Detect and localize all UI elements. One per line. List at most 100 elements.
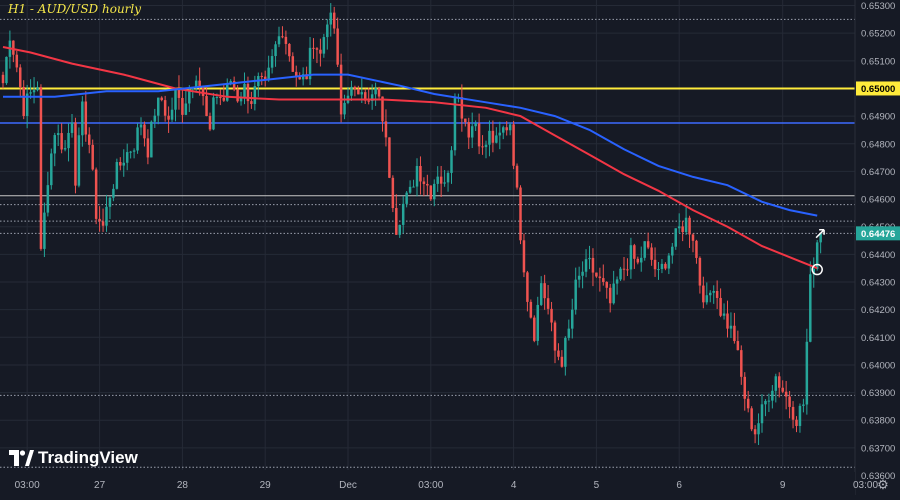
arrow-annotation-icon <box>815 228 825 239</box>
candle-body <box>467 122 470 138</box>
candle-body <box>533 317 536 341</box>
candle-body <box>619 268 622 280</box>
candle-body <box>781 387 784 392</box>
candle-body <box>163 100 167 116</box>
price-axis-label: 0.63700 <box>861 443 895 454</box>
candle-body <box>60 133 63 150</box>
candle-body <box>412 186 415 188</box>
candle-body <box>88 134 91 145</box>
candle-body <box>263 76 267 81</box>
candle-body <box>812 268 815 275</box>
price-axis-label: 0.64300 <box>861 278 895 289</box>
candle-body <box>77 135 81 186</box>
candle-body <box>798 405 802 426</box>
candle-body <box>640 257 643 263</box>
candle-body <box>622 268 626 270</box>
crossover-circle-marker <box>811 263 823 276</box>
candle-body <box>488 130 491 145</box>
candle-body <box>32 90 36 93</box>
candle-body <box>12 40 15 55</box>
candle-body <box>305 74 308 80</box>
candle-body <box>270 56 274 68</box>
candle-body <box>232 81 236 90</box>
candle-body <box>615 279 619 284</box>
candle-body <box>657 269 660 271</box>
candle-body <box>105 206 108 226</box>
candle-body <box>695 240 698 258</box>
candle-body <box>705 295 709 303</box>
candle-body <box>308 47 312 80</box>
candle-body <box>791 406 795 420</box>
candle-body <box>260 76 263 78</box>
candle-body <box>491 130 495 143</box>
price-axis-label: 0.64100 <box>861 333 895 344</box>
candle-body <box>357 89 360 95</box>
candle-body <box>153 115 157 122</box>
candle-body <box>353 86 357 90</box>
settings-gear-icon[interactable]: ⚙ <box>877 477 889 492</box>
candle-body <box>326 24 329 38</box>
candle-body <box>25 93 29 116</box>
tradingview-logo[interactable]: TradingView <box>8 448 138 468</box>
candle-body <box>53 135 56 154</box>
price-axis-label: 0.63600 <box>861 471 895 482</box>
candle-body <box>750 408 753 430</box>
candle-body <box>319 49 322 54</box>
time-axis-label: 9 <box>780 480 786 491</box>
candle-body <box>446 172 450 183</box>
candle-body <box>298 76 301 80</box>
candle-body <box>63 148 67 150</box>
candle-body <box>453 98 457 151</box>
candle-body <box>370 94 374 102</box>
candle-body <box>112 188 115 198</box>
candle-body <box>567 328 571 338</box>
candle-body <box>650 247 653 260</box>
candle-body <box>626 269 629 271</box>
time-axis-label: 03:00 <box>15 480 40 491</box>
candle-body <box>101 221 105 226</box>
candle-body <box>560 356 564 367</box>
candle-body <box>512 124 515 166</box>
candle-body <box>15 54 19 68</box>
candles-group <box>1 3 822 445</box>
candle-body <box>388 137 391 178</box>
candle-body <box>229 81 232 84</box>
price-axis-label: 0.63800 <box>861 416 895 427</box>
time-axis-label: 5 <box>594 480 600 491</box>
candle-body <box>222 97 226 101</box>
candle-body <box>339 64 343 115</box>
candle-body <box>132 150 136 152</box>
candle-body <box>50 153 53 186</box>
candle-body <box>526 272 529 302</box>
candle-body <box>43 212 46 249</box>
candle-body <box>160 97 163 101</box>
red-moving-average-line <box>2 46 818 270</box>
candle-body <box>401 203 405 225</box>
candle-body <box>212 97 215 130</box>
candle-body <box>753 429 757 435</box>
tradingview-logo-icon <box>9 450 34 466</box>
candle-body <box>405 192 408 204</box>
candle-body <box>174 88 177 110</box>
candle-body <box>122 162 125 166</box>
candle-body <box>136 127 139 151</box>
candle-body <box>677 226 681 229</box>
candle-body <box>605 281 608 288</box>
candle-body <box>139 124 143 128</box>
candle-body <box>198 80 201 88</box>
candle-body <box>439 176 443 184</box>
candle-body <box>108 197 112 207</box>
candle-body <box>819 233 822 243</box>
candle-body <box>633 245 636 259</box>
candle-body <box>629 245 633 270</box>
candle-body <box>56 133 60 136</box>
candle-body <box>736 341 740 351</box>
price-axis-label: 0.65100 <box>861 56 895 67</box>
candle-body <box>1 74 5 84</box>
candle-body <box>805 341 809 405</box>
candle-body <box>39 87 43 249</box>
candle-body <box>301 74 305 80</box>
candle-body <box>653 259 657 270</box>
